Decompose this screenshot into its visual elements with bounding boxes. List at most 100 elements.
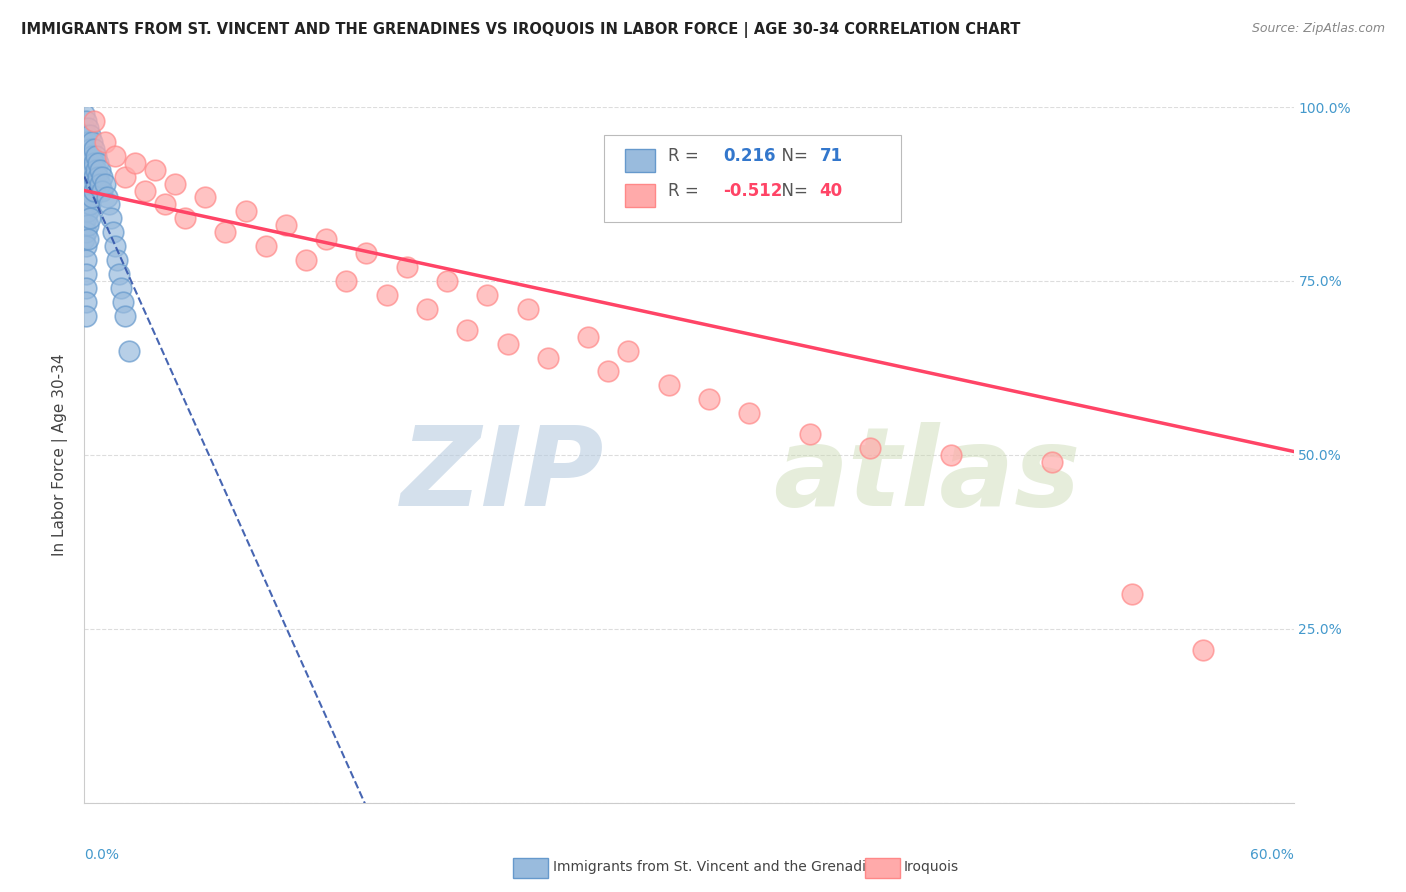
Point (456, 323, 478, 337)
Point (105, 253, 128, 268)
Point (82, 177, 104, 191)
Point (82, 162, 104, 177)
Point (496, 336, 519, 351)
Text: N=: N= (770, 182, 813, 200)
Point (75, 309, 97, 323)
Text: Source: ZipAtlas.com: Source: ZipAtlas.com (1251, 22, 1385, 36)
Point (83, 114, 105, 128)
Point (73, 232, 96, 246)
Point (1121, 587, 1143, 601)
Text: R =: R = (668, 182, 704, 200)
Point (79, 184, 101, 198)
Point (75, 281, 97, 295)
Point (73, 162, 96, 177)
Point (194, 190, 217, 204)
Point (77, 135, 100, 149)
Point (75, 184, 97, 198)
Point (93, 177, 115, 191)
Point (77, 162, 100, 177)
Point (75, 239, 97, 253)
Point (75, 197, 97, 211)
Point (91, 169, 114, 184)
Point (75, 294, 97, 309)
Point (79, 155, 101, 169)
Point (859, 441, 882, 455)
Point (91, 184, 114, 198)
Point (73, 219, 96, 233)
Point (165, 177, 187, 191)
Point (75, 114, 97, 128)
Point (104, 239, 127, 253)
Point (315, 232, 337, 246)
Point (617, 343, 640, 358)
Text: ZIP: ZIP (401, 422, 605, 529)
Point (697, 392, 720, 407)
Point (77, 190, 100, 204)
Point (77, 232, 100, 246)
Point (83, 169, 105, 184)
Point (82, 135, 104, 149)
Point (89, 177, 111, 191)
Point (939, 448, 962, 462)
Point (658, 378, 681, 392)
Point (516, 301, 538, 316)
Point (114, 309, 136, 323)
Point (254, 239, 277, 253)
Point (75, 155, 97, 169)
Point (598, 364, 620, 378)
Point (274, 219, 297, 233)
Text: Iroquois: Iroquois (904, 860, 959, 874)
Point (79, 169, 101, 184)
Point (235, 204, 257, 219)
Point (75, 142, 97, 156)
Point (79, 197, 101, 211)
Text: atlas: atlas (773, 422, 1081, 529)
Point (83, 184, 105, 198)
Point (86, 162, 108, 177)
Point (416, 301, 439, 316)
Y-axis label: In Labor Force | Age 30-34: In Labor Force | Age 30-34 (52, 353, 69, 557)
Bar (624, 150, 655, 172)
Point (89, 162, 111, 177)
Point (82, 149, 104, 163)
Point (100, 211, 122, 226)
Point (77, 120, 100, 135)
Point (143, 162, 166, 177)
Point (75, 211, 97, 226)
Point (75, 169, 97, 184)
Point (114, 169, 136, 184)
Point (477, 288, 499, 302)
Point (799, 427, 821, 442)
Point (153, 197, 176, 211)
Point (79, 128, 101, 142)
Point (93, 135, 115, 149)
Text: 0.216: 0.216 (723, 147, 775, 165)
Point (134, 184, 156, 198)
Point (87, 155, 110, 169)
Point (73, 177, 96, 191)
Point (77, 219, 100, 233)
Point (79, 211, 101, 226)
Point (738, 406, 761, 420)
Text: 71: 71 (820, 147, 842, 165)
Point (537, 351, 560, 365)
Point (214, 225, 236, 239)
Point (77, 149, 100, 163)
Point (75, 267, 97, 281)
Point (104, 149, 127, 163)
Point (97, 197, 120, 211)
Point (83, 142, 105, 156)
Point (375, 288, 398, 302)
Point (73, 149, 96, 163)
Point (101, 225, 124, 239)
Point (436, 274, 458, 288)
Point (110, 281, 132, 295)
Point (356, 246, 378, 260)
Point (77, 177, 100, 191)
Point (124, 155, 146, 169)
Text: 60.0%: 60.0% (1250, 848, 1294, 862)
Point (111, 294, 134, 309)
Point (395, 260, 418, 274)
Point (73, 107, 96, 121)
Point (107, 267, 129, 281)
